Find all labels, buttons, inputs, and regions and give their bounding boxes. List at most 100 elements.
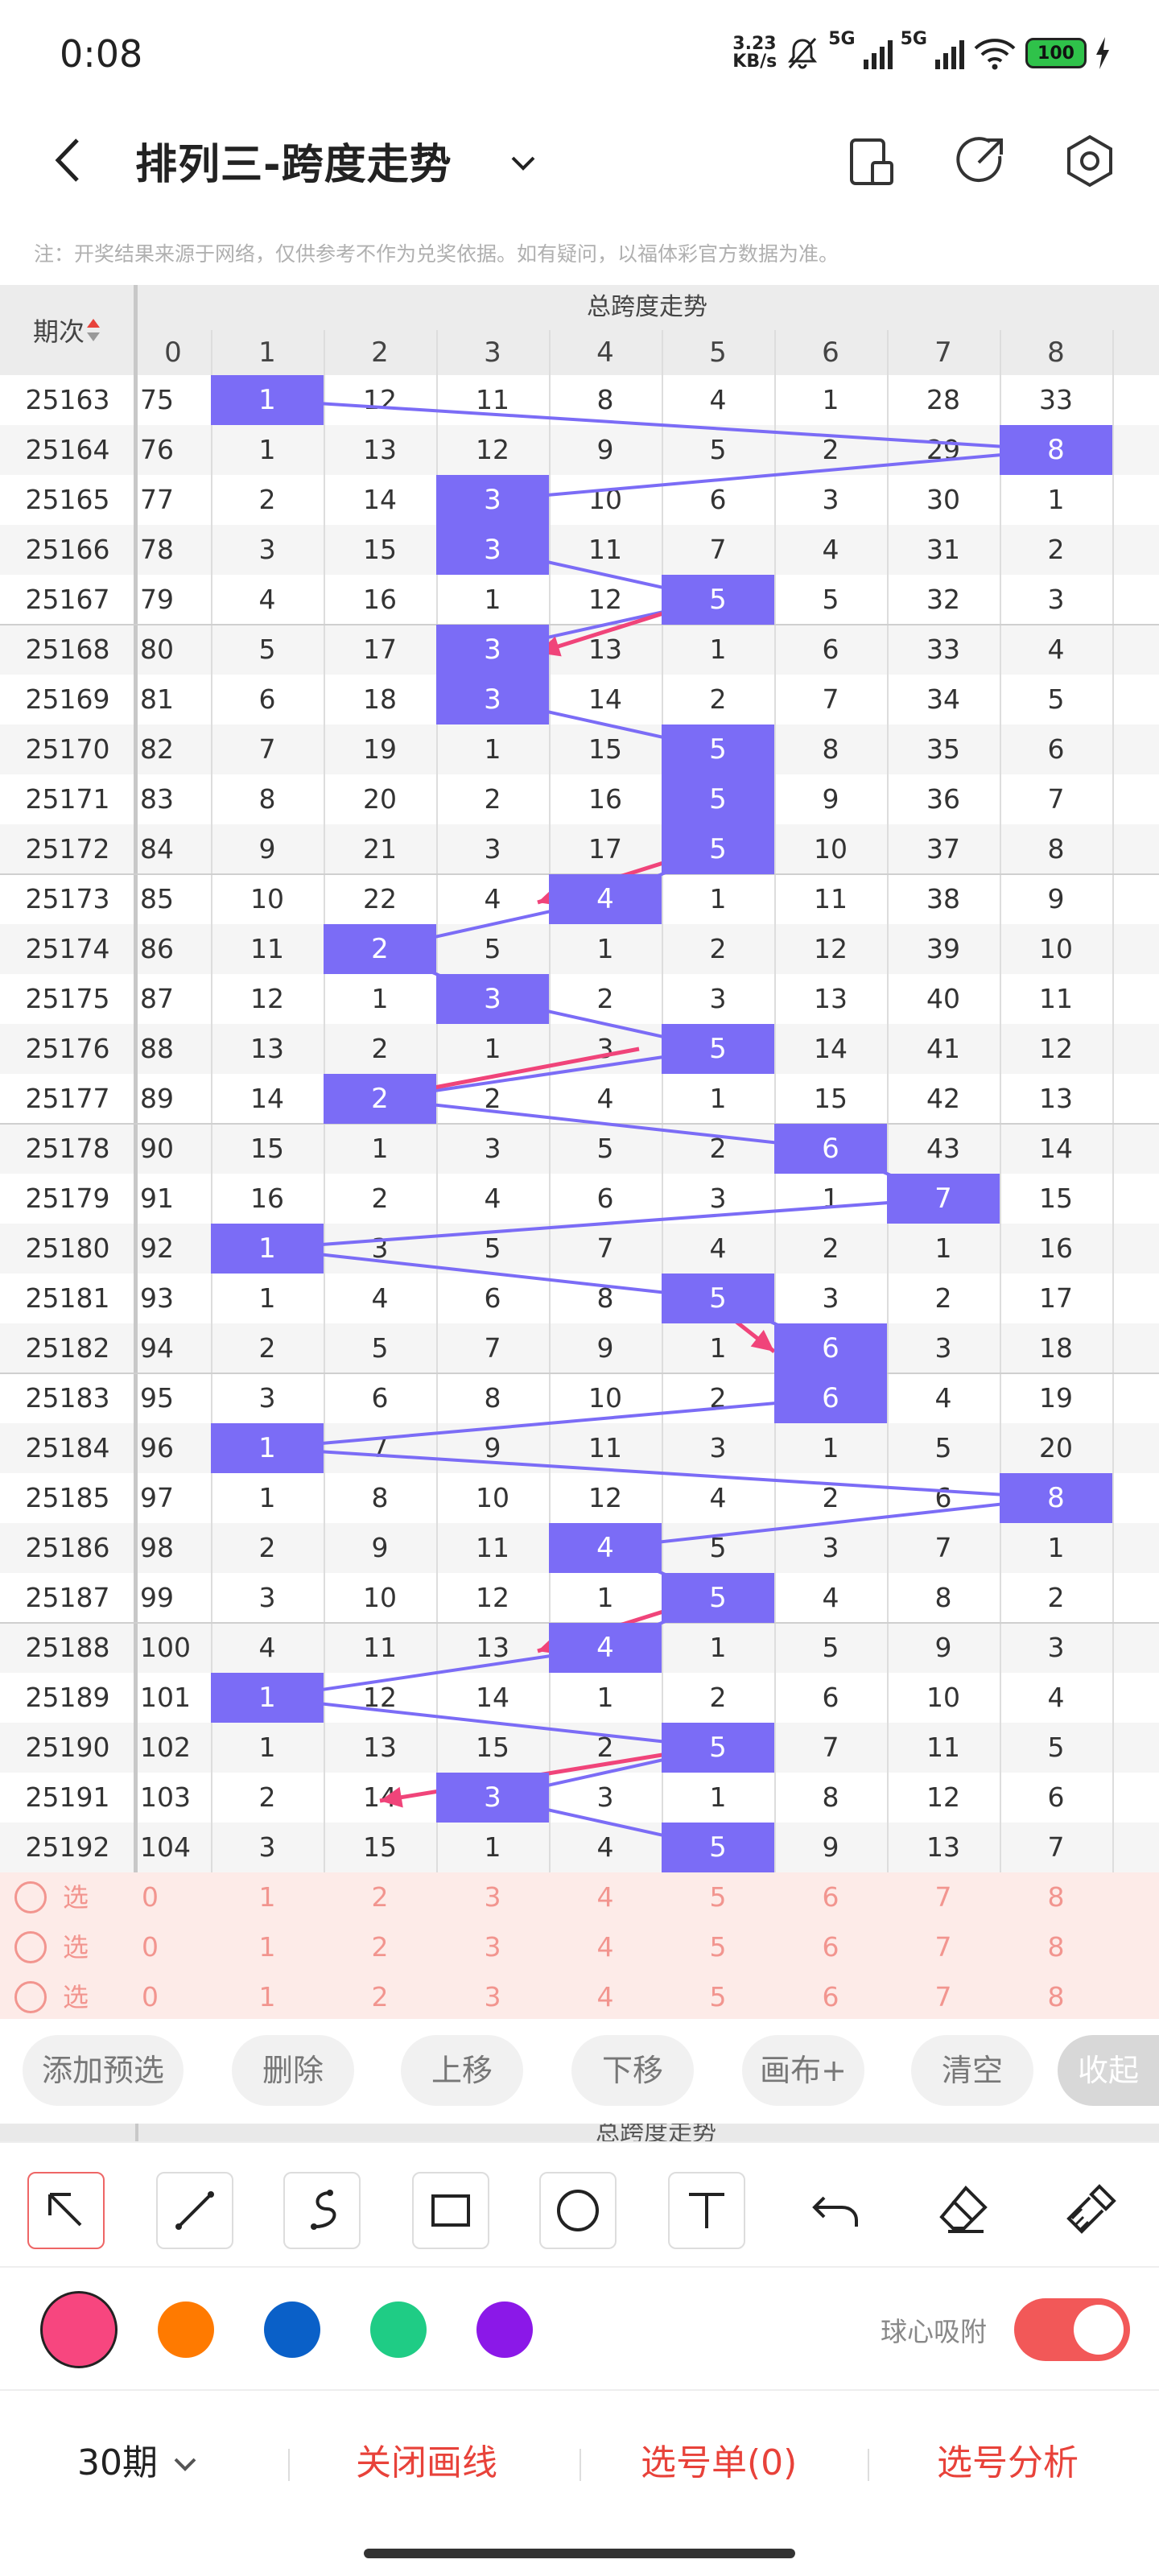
arrow-tool-icon[interactable] — [27, 2172, 105, 2249]
pick-number[interactable]: 2 — [371, 1981, 389, 2013]
pick-radio-icon[interactable] — [14, 1881, 47, 1913]
table-cell: 14 — [588, 683, 622, 715]
pick-number[interactable]: 0 — [142, 1931, 159, 1963]
pick-number[interactable]: 7 — [934, 1881, 952, 1913]
share-icon[interactable] — [950, 130, 1011, 192]
pick-number[interactable]: 3 — [484, 1881, 501, 1913]
pick-number[interactable]: 4 — [596, 1981, 614, 2013]
table-cell: 6 — [371, 1382, 389, 1414]
table-cell: 7 — [258, 733, 276, 765]
pick-number[interactable]: 5 — [709, 1981, 727, 2013]
line-tool-icon[interactable] — [156, 2172, 233, 2249]
table-cell: 2 — [371, 1033, 389, 1064]
undo-icon[interactable] — [797, 2172, 874, 2249]
pick-number[interactable]: 6 — [822, 1981, 839, 2013]
pick-number[interactable]: 5 — [709, 1881, 727, 1913]
close-lines-button[interactable]: 关闭画线 — [356, 2442, 497, 2483]
table-header-peek: 总跨度走势 — [0, 2124, 1159, 2141]
table-cell: 5 — [822, 584, 839, 615]
table-cell: 6 — [822, 1682, 839, 1713]
table-cell: 2 — [258, 484, 276, 515]
clear-button[interactable]: 清空 — [911, 2035, 1033, 2106]
phone-layout-icon[interactable] — [840, 130, 901, 192]
pick-number[interactable]: 8 — [1047, 1881, 1065, 1913]
table-cell: 7 — [484, 1332, 501, 1364]
period-cell: 25168 — [25, 634, 110, 665]
circle-tool-icon[interactable] — [539, 2172, 617, 2249]
table-cell: 2 — [709, 1133, 727, 1164]
settings-hexagon-icon[interactable] — [1059, 130, 1120, 192]
move-up-button[interactable]: 上移 — [401, 2035, 523, 2106]
move-down-button[interactable]: 下移 — [571, 2035, 694, 2106]
pick-radio-icon[interactable] — [14, 1981, 47, 2013]
rectangle-tool-icon[interactable] — [412, 2172, 489, 2249]
pick-number[interactable]: 1 — [258, 1881, 276, 1913]
pick-number[interactable]: 3 — [484, 1981, 501, 2013]
pick-number[interactable]: 4 — [596, 1881, 614, 1913]
table-cell: 3 — [596, 1033, 614, 1064]
pick-number[interactable]: 6 — [822, 1931, 839, 1963]
pick-number[interactable]: 1 — [258, 1931, 276, 1963]
table-cell: 20 — [363, 783, 397, 815]
table-cell: 96 — [140, 1432, 174, 1463]
color-swatch-purple[interactable] — [476, 2301, 533, 2358]
chevron-down-icon[interactable] — [503, 143, 543, 184]
text-tool-icon[interactable] — [668, 2172, 745, 2249]
curve-tool-icon[interactable] — [283, 2172, 361, 2249]
pick-number[interactable]: 3 — [484, 1931, 501, 1963]
table-cell: 40 — [926, 983, 960, 1014]
pick-number[interactable]: 1 — [258, 1981, 276, 2013]
period-cell: 25170 — [25, 733, 110, 765]
pick-number[interactable]: 5 — [709, 1931, 727, 1963]
table-cell: 101 — [140, 1682, 191, 1713]
color-swatch-green[interactable] — [370, 2301, 427, 2358]
pick-radio-icon[interactable] — [14, 1931, 47, 1963]
pick-number[interactable]: 7 — [934, 1981, 952, 2013]
canvas-plus-button[interactable]: 画布+ — [742, 2035, 864, 2106]
table-cell: 2 — [1047, 1582, 1065, 1613]
table-cell: 1 — [709, 883, 727, 914]
network-type-1: 5G — [828, 29, 856, 49]
pick-number[interactable]: 2 — [371, 1931, 389, 1963]
table-cell: 82 — [140, 733, 174, 765]
page-title[interactable]: 排列三-跨度走势 — [135, 141, 452, 189]
color-swatch-orange[interactable] — [158, 2301, 214, 2358]
hit-ball: 3 — [436, 974, 549, 1024]
pick-number[interactable]: 2 — [371, 1881, 389, 1913]
pick-analysis-button[interactable]: 选号分析 — [937, 2442, 1079, 2483]
color-swatch-pink[interactable] — [40, 2291, 118, 2368]
pick-number[interactable]: 6 — [822, 1881, 839, 1913]
collapse-button[interactable]: 收起 — [1058, 2035, 1159, 2106]
table-cell: 10 — [476, 1482, 509, 1513]
table-cell: 15 — [814, 1083, 848, 1114]
table-cell: 7 — [822, 683, 839, 715]
delete-button[interactable]: 删除 — [232, 2035, 354, 2106]
table-cell: 2 — [709, 683, 727, 715]
table-cell: 75 — [140, 384, 174, 415]
pick-number[interactable]: 0 — [142, 1981, 159, 2013]
table-cell: 12 — [814, 933, 848, 964]
drawing-toolbar — [0, 2141, 1159, 2264]
table-cell: 1 — [258, 434, 276, 465]
table-cell: 1 — [1047, 1532, 1065, 1563]
add-preselect-button[interactable]: 添加预选 — [23, 2035, 184, 2106]
pick-number[interactable]: 4 — [596, 1931, 614, 1963]
clear-brush-icon[interactable] — [1051, 2172, 1128, 2249]
table-cell: 4 — [484, 1183, 501, 1214]
snap-to-center-toggle[interactable] — [1014, 2298, 1130, 2361]
pick-number[interactable]: 8 — [1047, 1981, 1065, 2013]
period-count-selector[interactable]: 30期 — [77, 2391, 201, 2536]
period-cell: 25190 — [25, 1732, 110, 1763]
pick-number[interactable]: 0 — [142, 1881, 159, 1913]
color-swatch-blue[interactable] — [264, 2301, 320, 2358]
pick-number[interactable]: 8 — [1047, 1931, 1065, 1963]
pick-number[interactable]: 7 — [934, 1931, 952, 1963]
eraser-icon[interactable] — [924, 2172, 1001, 2249]
table-cell: 7 — [596, 1232, 614, 1264]
period-sort-header[interactable]: 期次 — [0, 285, 135, 375]
pick-list-button[interactable]: 选号单(0) — [641, 2442, 798, 2483]
hit-ball: 1 — [211, 1423, 324, 1473]
table-cell: 6 — [822, 634, 839, 665]
table-cell: 1 — [709, 1632, 727, 1663]
back-arrow-icon[interactable] — [42, 132, 98, 188]
